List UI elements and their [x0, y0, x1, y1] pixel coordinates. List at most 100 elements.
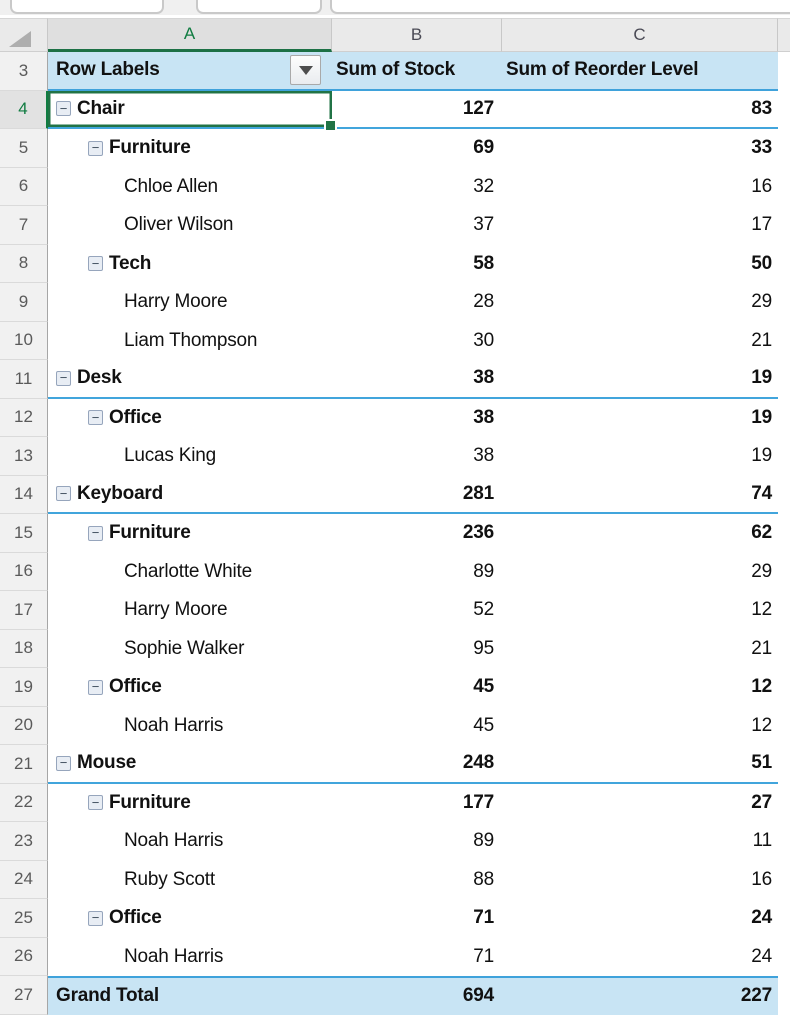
row-number[interactable]: 8	[0, 244, 48, 283]
row-number[interactable]: 20	[0, 706, 48, 745]
reorder-value-cell[interactable]: 21	[502, 321, 778, 360]
stock-value-cell[interactable]: 71	[332, 899, 502, 938]
collapse-minus-icon[interactable]: −	[56, 370, 71, 386]
sum-of-stock-header-cell[interactable]: Sum of Stock	[332, 52, 502, 91]
row-label-cell[interactable]: Grand Total	[48, 976, 332, 1015]
row-number[interactable]: 18	[0, 629, 48, 668]
row-number[interactable]: 12	[0, 398, 48, 437]
row-label-cell[interactable]: − Office	[48, 668, 332, 707]
collapse-minus-icon[interactable]: −	[56, 486, 71, 502]
row-number[interactable]: 16	[0, 552, 48, 591]
row-label-cell[interactable]: Sophie Walker	[48, 629, 332, 668]
column-header-b[interactable]: B	[332, 18, 502, 52]
row-label-cell[interactable]: Chloe Allen	[48, 167, 332, 206]
row-number[interactable]: 11	[0, 360, 48, 399]
filter-dropdown-button[interactable]	[290, 55, 321, 85]
reorder-value-cell[interactable]: 21	[502, 629, 778, 668]
reorder-value-cell[interactable]: 33	[502, 129, 778, 168]
row-number[interactable]: 9	[0, 283, 48, 322]
stock-value-cell[interactable]: 38	[332, 398, 502, 437]
reorder-value-cell[interactable]: 27	[502, 783, 778, 822]
reorder-value-cell[interactable]: 17	[502, 206, 778, 245]
row-number[interactable]: 27	[0, 976, 48, 1015]
row-number[interactable]: 22	[0, 783, 48, 822]
stock-value-cell[interactable]: 694	[332, 976, 502, 1015]
row-label-cell[interactable]: − Mouse	[48, 745, 332, 784]
stock-value-cell[interactable]: 38	[332, 360, 502, 399]
reorder-value-cell[interactable]: 83	[502, 90, 778, 129]
reorder-value-cell[interactable]: 227	[502, 976, 778, 1015]
stock-value-cell[interactable]: 69	[332, 129, 502, 168]
stock-value-cell[interactable]: 248	[332, 745, 502, 784]
row-number[interactable]: 15	[0, 514, 48, 553]
row-number[interactable]: 7	[0, 206, 48, 245]
stock-value-cell[interactable]: 88	[332, 860, 502, 899]
reorder-value-cell[interactable]: 62	[502, 514, 778, 553]
collapse-minus-icon[interactable]: −	[88, 256, 103, 272]
row-label-cell[interactable]: − Desk	[48, 360, 332, 399]
reorder-value-cell[interactable]: 11	[502, 822, 778, 861]
row-label-cell[interactable]: Liam Thompson	[48, 321, 332, 360]
row-labels-header-cell[interactable]: Row Labels	[48, 52, 332, 91]
row-label-cell[interactable]: − Office	[48, 398, 332, 437]
row-number[interactable]: 14	[0, 475, 48, 514]
row-number[interactable]: 6	[0, 167, 48, 206]
collapse-minus-icon[interactable]: −	[56, 755, 71, 771]
reorder-value-cell[interactable]: 50	[502, 244, 778, 283]
row-number[interactable]: 19	[0, 668, 48, 707]
reorder-value-cell[interactable]: 19	[502, 398, 778, 437]
collapse-minus-icon[interactable]: −	[88, 679, 103, 695]
row-number[interactable]: 26	[0, 937, 48, 976]
stock-value-cell[interactable]: 89	[332, 552, 502, 591]
stock-value-cell[interactable]: 52	[332, 591, 502, 630]
collapse-minus-icon[interactable]: −	[88, 525, 103, 541]
reorder-value-cell[interactable]: 19	[502, 360, 778, 399]
row-label-cell[interactable]: Charlotte White	[48, 552, 332, 591]
stock-value-cell[interactable]: 177	[332, 783, 502, 822]
row-label-cell[interactable]: Noah Harris	[48, 706, 332, 745]
row-label-cell[interactable]: − Tech	[48, 244, 332, 283]
collapse-minus-icon[interactable]: −	[88, 910, 103, 926]
row-number[interactable]: 5	[0, 129, 48, 168]
row-label-cell[interactable]: Harry Moore	[48, 283, 332, 322]
reorder-value-cell[interactable]: 24	[502, 937, 778, 976]
row-number[interactable]: 25	[0, 899, 48, 938]
row-number[interactable]: 21	[0, 745, 48, 784]
stock-value-cell[interactable]: 89	[332, 822, 502, 861]
select-all-corner[interactable]	[0, 18, 48, 52]
reorder-value-cell[interactable]: 12	[502, 668, 778, 707]
row-label-cell[interactable]: − Furniture	[48, 783, 332, 822]
reorder-value-cell[interactable]: 29	[502, 283, 778, 322]
sum-of-reorder-header-cell[interactable]: Sum of Reorder Level	[502, 52, 778, 91]
row-number[interactable]: 4	[0, 90, 48, 129]
reorder-value-cell[interactable]: 12	[502, 706, 778, 745]
stock-value-cell[interactable]: 32	[332, 167, 502, 206]
stock-value-cell[interactable]: 58	[332, 244, 502, 283]
row-number[interactable]: 17	[0, 591, 48, 630]
stock-value-cell[interactable]: 37	[332, 206, 502, 245]
reorder-value-cell[interactable]: 16	[502, 167, 778, 206]
collapse-minus-icon[interactable]: −	[88, 410, 103, 426]
stock-value-cell[interactable]: 95	[332, 629, 502, 668]
row-label-cell[interactable]: Oliver Wilson	[48, 206, 332, 245]
row-label-cell[interactable]: Ruby Scott	[48, 860, 332, 899]
row-number[interactable]: 24	[0, 860, 48, 899]
stock-value-cell[interactable]: 236	[332, 514, 502, 553]
row-number[interactable]: 3	[0, 52, 48, 91]
row-number[interactable]: 10	[0, 321, 48, 360]
stock-value-cell[interactable]: 38	[332, 437, 502, 476]
row-number[interactable]: 13	[0, 437, 48, 476]
row-number[interactable]: 23	[0, 822, 48, 861]
stock-value-cell[interactable]: 71	[332, 937, 502, 976]
row-label-cell[interactable]: − Keyboard	[48, 475, 332, 514]
row-label-cell[interactable]: − Furniture	[48, 514, 332, 553]
stock-value-cell[interactable]: 30	[332, 321, 502, 360]
row-label-cell[interactable]: Noah Harris	[48, 822, 332, 861]
reorder-value-cell[interactable]: 16	[502, 860, 778, 899]
collapse-minus-icon[interactable]: −	[88, 795, 103, 811]
stock-value-cell[interactable]: 45	[332, 668, 502, 707]
collapse-minus-icon[interactable]: −	[88, 140, 103, 156]
collapse-minus-icon[interactable]: −	[56, 101, 71, 117]
stock-value-cell[interactable]: 28	[332, 283, 502, 322]
row-label-cell[interactable]: Noah Harris	[48, 937, 332, 976]
